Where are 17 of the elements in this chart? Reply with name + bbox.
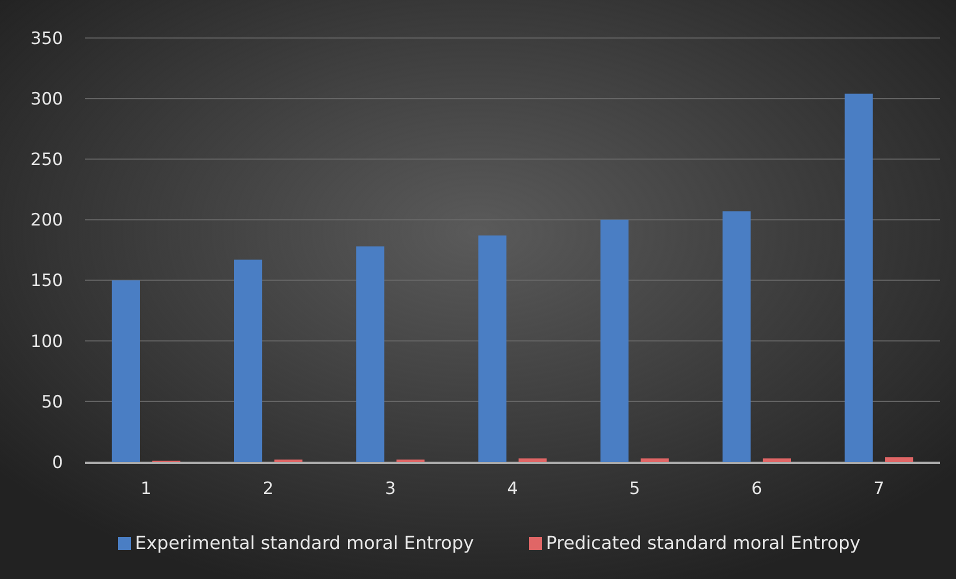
y-tick-label: 300 — [30, 90, 63, 110]
x-tick-label: 4 — [507, 479, 518, 499]
y-tick-label: 250 — [30, 150, 63, 170]
y-tick-label: 200 — [30, 210, 63, 231]
y-tick-label: 100 — [30, 332, 63, 352]
y-tick-label: 150 — [30, 271, 63, 292]
y-tick-label: 0 — [52, 452, 63, 473]
x-tick-label: 5 — [629, 479, 640, 499]
x-tick-label: 7 — [874, 479, 884, 499]
y-tick-label: 50 — [41, 392, 63, 412]
legend-label: Experimental standard moral Entropy — [135, 533, 474, 554]
x-tick-label: 6 — [751, 479, 762, 499]
x-tick-label: 2 — [262, 479, 274, 499]
y-tick-label: 350 — [30, 28, 63, 49]
x-tick-label: 1 — [140, 479, 152, 499]
legend-label: Predicated standard moral Entropy — [546, 533, 861, 554]
x-tick-label: 3 — [384, 479, 396, 499]
